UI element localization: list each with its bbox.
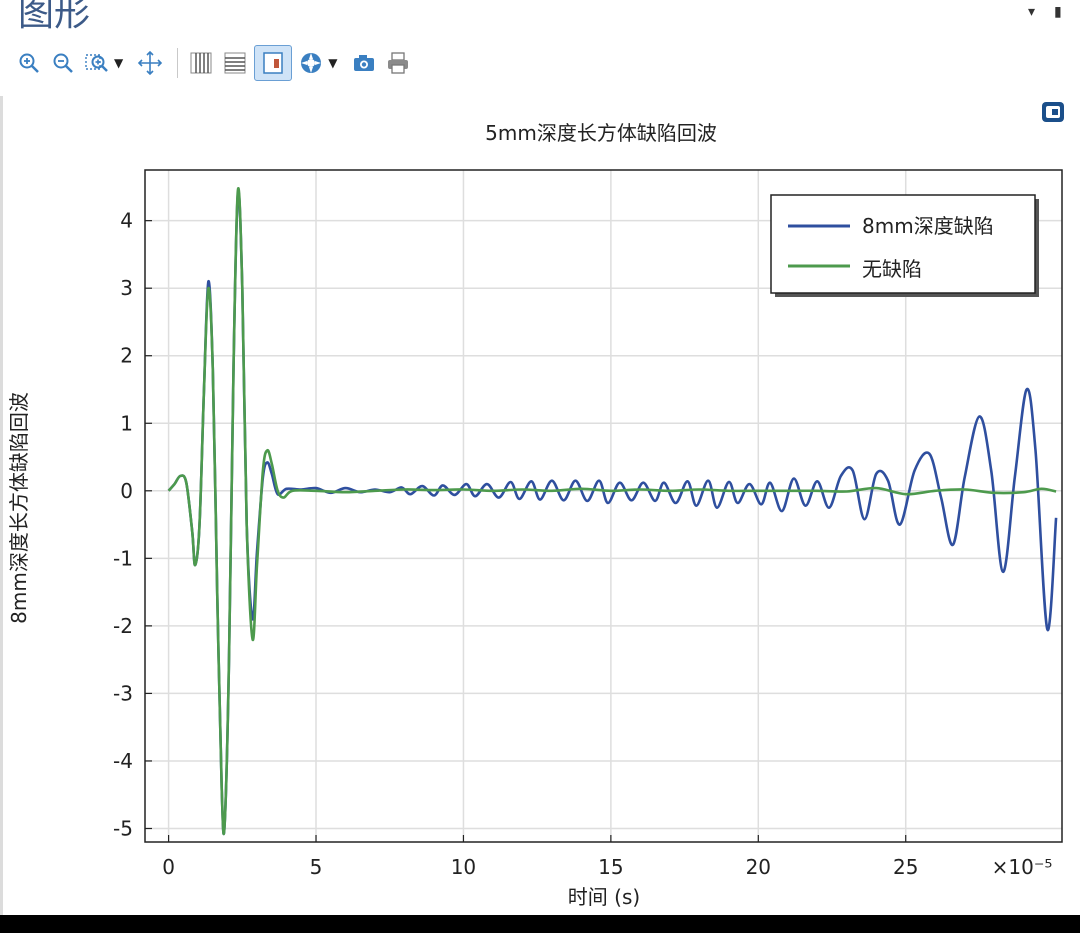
print-icon[interactable] — [383, 47, 413, 79]
series-lines — [167, 187, 1058, 835]
y-tick-label: 3 — [120, 276, 133, 300]
y-tick-label: -3 — [113, 681, 133, 705]
zoom-extents-icon[interactable] — [135, 47, 165, 79]
camera-icon[interactable] — [349, 47, 379, 79]
legend-box — [770, 194, 1036, 294]
series-line-1 — [167, 187, 1057, 835]
x-tick-label: 5 — [310, 855, 323, 879]
y-tick-label: -4 — [113, 749, 133, 773]
legend-label-no-defect: 无缺陷 — [862, 257, 922, 281]
color-scene-dropdown-icon[interactable]: ▼ — [328, 56, 338, 70]
y-axis-label: 8mm深度长方体缺陷回波 — [7, 392, 31, 624]
x-tick-labels: 0 5 10 15 20 25 — [162, 855, 918, 879]
legend-toggle-icon[interactable] — [254, 45, 293, 81]
legend-label-defect: 8mm深度缺陷 — [862, 214, 994, 238]
y-tick-label: -5 — [113, 816, 133, 840]
y-tick-labels: -5 -4 -3 -2 -1 0 1 2 3 4 — [113, 209, 133, 841]
color-scene-icon[interactable] — [296, 47, 326, 79]
legend[interactable]: 8mm深度缺陷 无缺陷 — [770, 194, 1039, 297]
y-tick-label: -2 — [113, 614, 133, 638]
panel-title: 图形 — [18, 0, 91, 34]
panel-left-edge — [0, 96, 3, 915]
bottom-bar — [0, 915, 1080, 933]
zoom-in-icon[interactable] — [14, 47, 44, 79]
plot-window-icon[interactable] — [1040, 100, 1066, 124]
x-tick-label: 20 — [746, 855, 771, 879]
zoom-box-icon[interactable] — [82, 47, 112, 79]
y-tick-label: 1 — [120, 411, 133, 435]
graphics-toolbar: ▼ ▼ — [14, 44, 417, 82]
zoom-out-icon[interactable] — [48, 47, 78, 79]
grid-x-icon[interactable] — [186, 47, 216, 79]
x-tick-label: 25 — [893, 855, 918, 879]
y-tick-label: -1 — [113, 546, 133, 570]
grid-y-icon[interactable] — [220, 47, 250, 79]
y-tick-label: 4 — [120, 209, 133, 233]
toolbar-divider — [177, 48, 179, 78]
chart-title: 5mm深度长方体缺陷回波 — [485, 121, 717, 145]
tick-marks — [145, 220, 907, 842]
zoom-box-dropdown-icon[interactable]: ▼ — [114, 56, 124, 70]
panel-menu-icon[interactable]: ▾ — [1028, 4, 1036, 20]
plot-frame — [144, 169, 1063, 843]
x-multiplier-label: ×10⁻⁵ — [992, 855, 1053, 879]
pin-icon[interactable]: ▮ — [1054, 4, 1062, 20]
x-tick-label: 15 — [598, 855, 623, 879]
x-tick-label: 0 — [162, 855, 175, 879]
y-tick-label: 2 — [120, 344, 133, 368]
x-axis-label: 时间 (s) — [568, 885, 640, 909]
y-tick-label: 0 — [120, 479, 133, 503]
x-tick-label: 10 — [451, 855, 476, 879]
